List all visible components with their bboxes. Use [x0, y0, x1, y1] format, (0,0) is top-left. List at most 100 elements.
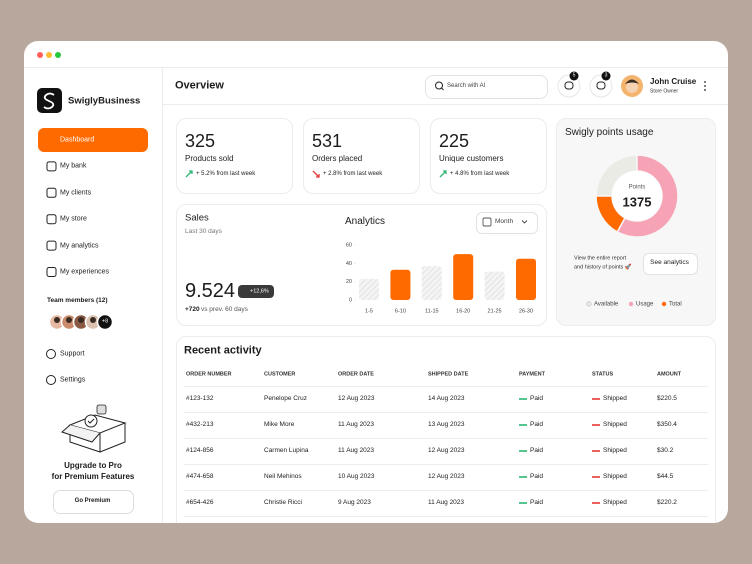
icon-glyph: [596, 81, 606, 90]
table-cell: Shipped: [603, 420, 627, 428]
menu-dot: [704, 89, 706, 91]
bar: [390, 269, 411, 300]
user-hair: [625, 79, 639, 84]
header-border: [163, 104, 728, 105]
app-window: 0 20 40 60 1-5 6-10 11-15 16-20 21-25 26-30 Points…: [24, 41, 728, 523]
nav-item[interactable]: Support: [60, 350, 85, 358]
table-cell: Shipped: [603, 446, 627, 454]
nav-item[interactable]: My analytics: [60, 242, 99, 250]
table-cell: Carmen Lupina: [264, 446, 309, 454]
row-divider: [184, 438, 708, 439]
pie-center-label: Points: [629, 185, 646, 191]
nav-icon: [46, 349, 56, 359]
table-cell: #474-658: [186, 472, 214, 480]
bar: [516, 258, 536, 300]
row-divider: [184, 516, 708, 517]
table-title: Recent activity: [184, 344, 262, 357]
chevron: [521, 220, 528, 224]
avatar-head: [54, 317, 60, 323]
promo-tick: [87, 418, 95, 424]
nav-item[interactable]: Dashboard: [60, 136, 95, 144]
points-note: and history of points 🚀: [574, 264, 632, 271]
trend-arrow: [312, 170, 320, 178]
sales-badge-label: +12,6%: [250, 287, 269, 294]
column-header: SHIPPED DATE: [428, 371, 469, 378]
user-name: John Cruise: [650, 77, 697, 86]
promo-button[interactable]: [53, 490, 134, 514]
table-cell: 12 Aug 2023: [428, 446, 465, 454]
badge: [601, 71, 611, 81]
promo-title: Upgrade to Pro: [64, 461, 122, 470]
search-icon: [441, 87, 444, 91]
table-cell: $220.5: [657, 394, 677, 402]
nav-icon: [46, 187, 57, 198]
table-cell: 12 Aug 2023: [428, 472, 465, 480]
column-header: ORDER NUMBER: [186, 371, 232, 378]
brand: SwiglyBusiness: [68, 95, 141, 107]
icon-glyph: [564, 81, 574, 90]
stat-change: + 4.8% from last week: [450, 171, 510, 177]
avatar-head: [78, 317, 84, 323]
table-cell: Shipped: [603, 498, 627, 506]
legend-dot: [661, 301, 667, 307]
icon-button: [557, 74, 581, 98]
legend-dot: [586, 301, 592, 307]
row-divider: [184, 464, 708, 465]
nav-item[interactable]: My clients: [60, 189, 92, 197]
avatar-head: [90, 317, 96, 323]
row-divider: [184, 386, 708, 387]
table-cell: Shipped: [603, 472, 627, 480]
y-tick-label: 60: [346, 242, 352, 248]
column-header: AMOUNT: [657, 371, 682, 378]
table-cell: 11 Aug 2023: [338, 420, 375, 428]
promo-check: [84, 414, 98, 428]
nav-item[interactable]: My experiences: [60, 268, 110, 276]
table-cell: 11 Aug 2023: [428, 498, 465, 506]
nav-icon: [46, 375, 56, 385]
column-header: ORDER DATE: [338, 371, 374, 378]
points-button-label: See analytics: [650, 258, 689, 266]
nav-icon: [46, 161, 57, 172]
search-placeholder: Search with AI: [447, 83, 486, 89]
table-cell: $30.2: [657, 446, 674, 454]
points-button[interactable]: [643, 253, 698, 275]
icon-button: [589, 74, 613, 98]
table-cell: Penelope Cruz: [264, 394, 307, 402]
stat-label: Orders placed: [312, 154, 363, 163]
promo-button-label: Go Premium: [74, 498, 111, 504]
nav-item[interactable]: Settings: [60, 376, 86, 384]
nav-icon: [46, 267, 57, 277]
sales-card: [176, 204, 547, 326]
nav-active: [38, 128, 148, 152]
nav-item[interactable]: My bank: [60, 162, 87, 170]
x-tick-label: 16-20: [456, 308, 470, 314]
x-tick-label: 21-25: [488, 308, 502, 314]
stat-label: Unique customers: [439, 154, 504, 163]
window-dot: [37, 52, 43, 58]
stat-change: + 5.2% from last week: [196, 171, 256, 177]
logo-mark: [43, 92, 55, 110]
legend-label: Usage: [636, 302, 654, 308]
search-icon: [435, 81, 443, 90]
table-cell: $350.4: [657, 420, 677, 428]
promo-title: for Premium Features: [51, 472, 135, 481]
x-tick-label: 1-5: [365, 308, 373, 314]
sales-delta: +720: [185, 305, 200, 313]
stat-card: [303, 118, 420, 194]
points-note: View the entire report: [574, 255, 627, 262]
search-box[interactable]: [425, 75, 548, 99]
stat-value: 325: [185, 131, 216, 151]
user-role: Store Owner: [650, 88, 679, 95]
sales-badge: [238, 285, 274, 298]
table-cell: 11 Aug 2023: [338, 446, 375, 454]
chart-title: Analytics: [345, 216, 386, 227]
x-tick-label: 11-15: [425, 308, 439, 314]
badge-count: 5: [572, 72, 576, 79]
period-select[interactable]: [476, 212, 538, 234]
table-cell: #123-132: [186, 394, 214, 402]
bar: [453, 254, 474, 300]
nav-icon: [46, 240, 57, 251]
nav-item[interactable]: My store: [60, 215, 87, 223]
window-dot: [46, 52, 52, 58]
promo-lid: [61, 424, 101, 443]
